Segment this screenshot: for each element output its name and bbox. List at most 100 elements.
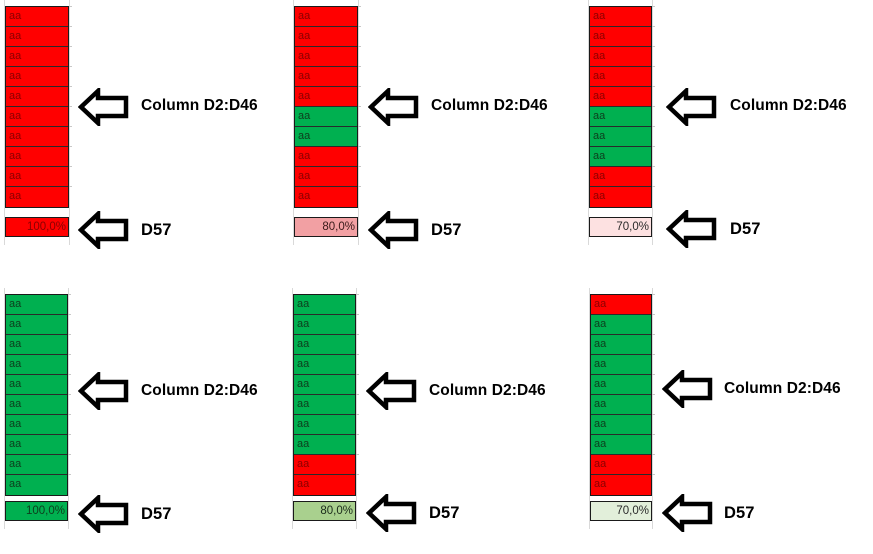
row-gridline-tick: [652, 394, 655, 395]
sheet-cell[interactable]: aa: [294, 355, 355, 375]
sheet-cell[interactable]: aa: [295, 47, 357, 67]
d57-percentage-cell[interactable]: 100,0%: [5, 217, 69, 237]
sheet-cell[interactable]: aa: [591, 315, 651, 335]
sheet-cell[interactable]: aa: [590, 67, 651, 87]
left-arrow-icon: [666, 210, 717, 248]
sheet-cell[interactable]: aa: [590, 187, 651, 207]
sheet-cell[interactable]: aa: [6, 335, 67, 355]
sheet-cell[interactable]: aa: [6, 415, 67, 435]
sheet-gridline: [358, 0, 359, 245]
sheet-cell[interactable]: aa: [591, 375, 651, 395]
sheet-cell[interactable]: aa: [591, 335, 651, 355]
row-gridline-tick: [356, 334, 359, 335]
sheet-cell[interactable]: aa: [591, 455, 651, 475]
sheet-cell[interactable]: aa: [294, 295, 355, 315]
row-gridline-tick: [69, 126, 72, 127]
left-arrow-icon: [366, 494, 417, 532]
sheet-cell[interactable]: aa: [6, 455, 67, 475]
sheet-cell[interactable]: aa: [295, 187, 357, 207]
sheet-cell[interactable]: aa: [6, 375, 67, 395]
sheet-cell[interactable]: aa: [590, 47, 651, 67]
sheet-cell[interactable]: aa: [295, 147, 357, 167]
row-gridline-tick: [356, 354, 359, 355]
row-gridline-tick: [356, 374, 359, 375]
left-arrow-icon: [78, 495, 129, 533]
sheet-cell[interactable]: aa: [590, 127, 651, 147]
sheet-cell[interactable]: aa: [294, 375, 355, 395]
d57-percentage-cell[interactable]: 100,0%: [5, 501, 68, 521]
row-gridline-tick: [358, 26, 361, 27]
sheet-cell[interactable]: aa: [295, 107, 357, 127]
sheet-cell[interactable]: aa: [6, 27, 68, 47]
sheet-cell[interactable]: aa: [6, 315, 67, 335]
sheet-cell[interactable]: aa: [295, 87, 357, 107]
sheet-gridline: [292, 288, 293, 529]
d57-percentage-cell[interactable]: 80,0%: [293, 501, 356, 521]
sheet-cell[interactable]: aa: [591, 395, 651, 415]
column-range-label: Column D2:D46: [431, 97, 548, 114]
row-gridline-tick: [652, 354, 655, 355]
row-gridline-tick: [652, 474, 655, 475]
sheet-cell[interactable]: aa: [591, 435, 651, 455]
sheet-cell[interactable]: aa: [6, 7, 68, 27]
sheet-cell[interactable]: aa: [294, 335, 355, 355]
d57-label: D57: [429, 504, 460, 522]
sheet-cell[interactable]: aa: [294, 435, 355, 455]
sheet-cell[interactable]: aa: [294, 475, 355, 495]
sheet-cell[interactable]: aa: [6, 295, 67, 315]
row-gridline-tick: [356, 414, 359, 415]
d57-percentage-cell[interactable]: 80,0%: [294, 217, 358, 237]
row-gridline-tick: [356, 394, 359, 395]
row-gridline-tick: [69, 6, 72, 7]
sheet-cell[interactable]: aa: [590, 27, 651, 47]
row-gridline-tick: [69, 86, 72, 87]
sheet-gridline: [4, 288, 5, 529]
row-gridline-tick: [652, 46, 655, 47]
sheet-cell[interactable]: aa: [295, 127, 357, 147]
sheet-cell[interactable]: aa: [6, 355, 67, 375]
row-gridline-tick: [69, 106, 72, 107]
sheet-cell[interactable]: aa: [590, 147, 651, 167]
sheet-gridline: [589, 288, 590, 529]
d57-percentage-cell[interactable]: 70,0%: [590, 501, 652, 521]
sheet-cell[interactable]: aa: [6, 107, 68, 127]
sheet-cell[interactable]: aa: [6, 47, 68, 67]
sheet-cell[interactable]: aa: [6, 475, 67, 495]
sheet-cell[interactable]: aa: [6, 167, 68, 187]
sheet-cell[interactable]: aa: [294, 455, 355, 475]
left-arrow-icon: [366, 372, 417, 410]
row-gridline-tick: [68, 334, 71, 335]
column-d2-d46: aa aa aa aa aa aa aa aa aa aa: [294, 6, 358, 208]
sheet-cell[interactable]: aa: [590, 167, 651, 187]
sheet-cell[interactable]: aa: [6, 395, 67, 415]
sheet-cell[interactable]: aa: [590, 7, 651, 27]
sheet-cell[interactable]: aa: [295, 167, 357, 187]
sheet-cell[interactable]: aa: [591, 415, 651, 435]
row-gridline-tick: [652, 294, 655, 295]
sheet-cell[interactable]: aa: [6, 187, 68, 207]
column-range-label: Column D2:D46: [141, 382, 258, 399]
sheet-cell[interactable]: aa: [590, 87, 651, 107]
sheet-cell[interactable]: aa: [591, 475, 651, 495]
sheet-cell[interactable]: aa: [6, 435, 67, 455]
sheet-cell[interactable]: aa: [295, 67, 357, 87]
sheet-cell[interactable]: aa: [591, 355, 651, 375]
row-gridline-tick: [356, 474, 359, 475]
sheet-cell[interactable]: aa: [590, 107, 651, 127]
d57-percentage-cell[interactable]: 70,0%: [589, 217, 652, 237]
sheet-cell[interactable]: aa: [295, 27, 357, 47]
sheet-cell[interactable]: aa: [294, 415, 355, 435]
d57-label: D57: [730, 220, 761, 238]
sheet-cell[interactable]: aa: [295, 7, 357, 27]
sheet-cell[interactable]: aa: [294, 315, 355, 335]
sheet-cell[interactable]: aa: [6, 127, 68, 147]
row-gridline-tick: [356, 294, 359, 295]
row-gridline-tick: [358, 86, 361, 87]
sheet-cell[interactable]: aa: [294, 395, 355, 415]
column-d2-d46: aa aa aa aa aa aa aa aa aa aa: [293, 294, 356, 496]
left-arrow-icon: [662, 370, 713, 408]
sheet-cell[interactable]: aa: [6, 67, 68, 87]
sheet-cell[interactable]: aa: [6, 147, 68, 167]
sheet-cell[interactable]: aa: [591, 295, 651, 315]
sheet-cell[interactable]: aa: [6, 87, 68, 107]
